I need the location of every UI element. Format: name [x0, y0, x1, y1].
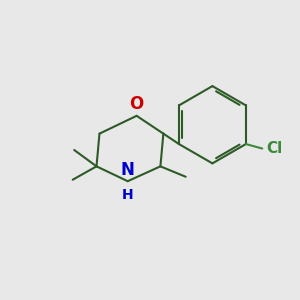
Text: H: H	[122, 188, 134, 202]
Text: N: N	[121, 161, 135, 179]
Text: Cl: Cl	[266, 141, 282, 156]
Text: O: O	[130, 95, 144, 113]
